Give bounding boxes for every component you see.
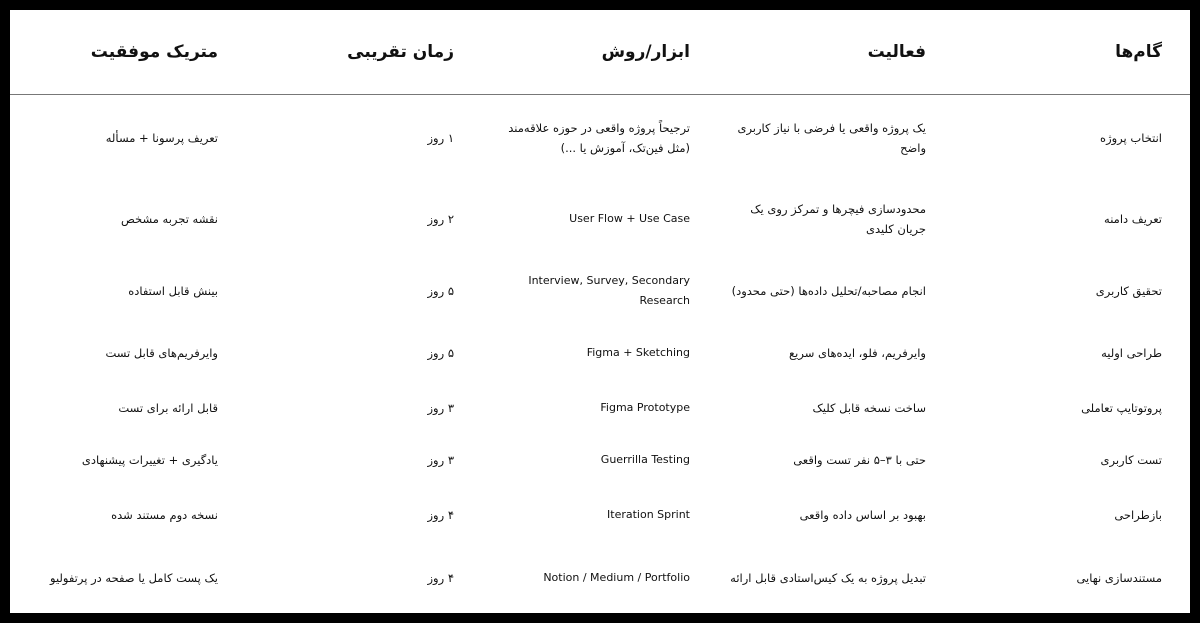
table-row: تست کاربری حتی با ۳–۵ نفر تست واقعی Guerri… bbox=[10, 434, 1190, 487]
step-cell: تحقیق کاربری bbox=[1095, 284, 1162, 298]
time-cell: ۱ روز bbox=[427, 130, 454, 145]
table-row: تحقیق کاربری انجام مصاحبه/تحلیل داده‌ها (… bbox=[10, 258, 1190, 325]
tool-cell: Guerrilla Testing bbox=[600, 453, 690, 466]
activity-cell: بهبود بر اساس داده واقعی bbox=[799, 508, 926, 522]
activity-cell: ساخت نسخه قابل کلیک bbox=[812, 400, 926, 415]
step-cell: طراحی اولیه bbox=[1101, 346, 1162, 360]
tool-cell: ترجیحاً پروژه واقعی در حوزه علاقه‌مند (م… bbox=[508, 120, 690, 155]
table-row: تعریف دامنه محدودسازی فیچرها و تمرکز روی … bbox=[10, 181, 1190, 258]
metric-cell: یک پست کامل یا صفحه در پرتفولیو bbox=[50, 571, 218, 585]
metric-cell: تعریف پرسونا + مسأله bbox=[105, 130, 218, 145]
activity-cell: محدودسازی فیچرها و تمرکز روی یک جریان کل… bbox=[750, 202, 926, 236]
table-row: انتخاب پروژه یک پروژه واقعی یا فرضی با نی… bbox=[10, 95, 1190, 181]
step-cell: پروتوتایپ تعاملی bbox=[1081, 400, 1162, 415]
header-tool: ابزار/روش bbox=[482, 10, 718, 95]
table-row: طراحی اولیه وایرفریم، فلو، ایده‌های سریع F… bbox=[10, 325, 1190, 382]
tool-cell: Figma Prototype bbox=[600, 400, 690, 414]
activity-cell: یک پروژه واقعی یا فرضی با نیاز کاربری وا… bbox=[737, 120, 926, 155]
activity-cell: وایرفریم، فلو، ایده‌های سریع bbox=[789, 346, 926, 360]
step-cell: بازطراحی bbox=[1114, 508, 1162, 522]
time-cell: ۴ روز bbox=[427, 571, 454, 585]
header-row: گام‌ها فعالیت ابزار/روش زمان تقریبی متری… bbox=[10, 10, 1190, 95]
time-cell: ۳ روز bbox=[427, 453, 454, 467]
metric-cell: قابل ارائه برای تست bbox=[118, 400, 218, 415]
step-cell: تعریف دامنه bbox=[1104, 212, 1162, 226]
header-steps: گام‌ها bbox=[954, 10, 1190, 95]
table-row: بازطراحی بهبود بر اساس داده واقعی Iteratio… bbox=[10, 487, 1190, 544]
metric-cell: وایرفریم‌های قابل تست bbox=[105, 346, 218, 360]
step-cell: مستندسازی نهایی bbox=[1076, 571, 1162, 585]
activity-cell: تبدیل پروژه به یک کیس‌استادی قابل ارائه bbox=[730, 571, 926, 585]
header-time: زمان تقریبی bbox=[246, 10, 482, 95]
activity-cell: حتی با ۳–۵ نفر تست واقعی bbox=[793, 453, 926, 467]
header-metric: متریک موفقیت bbox=[10, 10, 246, 95]
table-container: گام‌ها فعالیت ابزار/روش زمان تقریبی متری… bbox=[10, 10, 1190, 613]
step-cell: انتخاب پروژه bbox=[1100, 130, 1162, 145]
time-cell: ۵ روز bbox=[427, 346, 454, 360]
tool-cell: Figma + Sketching bbox=[586, 346, 690, 359]
table-row: مستندسازی نهایی تبدیل پروژه به یک کیس‌است… bbox=[10, 544, 1190, 613]
time-cell: ۲ روز bbox=[427, 212, 454, 226]
time-cell: ۴ روز bbox=[427, 508, 454, 522]
activity-cell: انجام مصاحبه/تحلیل داده‌ها (حتی محدود) bbox=[731, 284, 926, 298]
metric-cell: یادگیری + تغییرات پیشنهادی bbox=[81, 453, 218, 467]
tool-cell: Interview, Survey, Secondary Research bbox=[528, 274, 690, 307]
step-cell: تست کاربری bbox=[1100, 453, 1163, 467]
header-activity: فعالیت bbox=[718, 10, 954, 95]
metric-cell: بینش قابل استفاده bbox=[128, 284, 218, 298]
roadmap-table: گام‌ها فعالیت ابزار/روش زمان تقریبی متری… bbox=[10, 10, 1190, 613]
tool-cell: Iteration Sprint bbox=[607, 508, 690, 521]
tool-cell: User Flow + Use Case bbox=[569, 212, 690, 225]
metric-cell: نقشه تجربه مشخص bbox=[120, 212, 218, 226]
time-cell: ۵ روز bbox=[427, 284, 454, 298]
tool-cell: Notion / Medium / Portfolio bbox=[543, 571, 690, 584]
time-cell: ۳ روز bbox=[427, 400, 454, 415]
table-row: پروتوتایپ تعاملی ساخت نسخه قابل کلیک Figma… bbox=[10, 382, 1190, 434]
metric-cell: نسخه دوم مستند شده bbox=[111, 508, 218, 522]
